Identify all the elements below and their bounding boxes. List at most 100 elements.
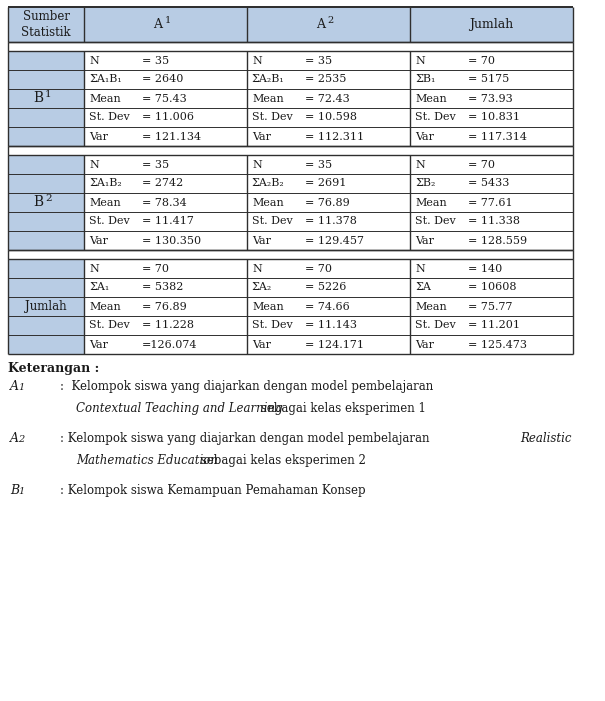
Bar — [410, 259, 573, 278]
Text: Mean: Mean — [415, 301, 446, 311]
Bar — [84, 212, 247, 231]
Text: Var: Var — [415, 236, 434, 245]
Text: St. Dev: St. Dev — [415, 112, 456, 123]
Text: 2: 2 — [45, 194, 51, 203]
Bar — [84, 89, 247, 108]
Bar — [247, 51, 410, 70]
Text: = 10.831: = 10.831 — [468, 112, 520, 123]
Bar — [247, 127, 410, 146]
Bar — [247, 193, 410, 212]
Text: = 72.43: = 72.43 — [305, 93, 350, 104]
Text: = 11.006: = 11.006 — [142, 112, 194, 123]
Text: = 112.311: = 112.311 — [305, 132, 364, 142]
Text: = 121.134: = 121.134 — [142, 132, 201, 142]
Text: Contextual Teaching and Learning: Contextual Teaching and Learning — [76, 402, 283, 415]
Text: Mean: Mean — [89, 301, 121, 311]
Text: St. Dev: St. Dev — [415, 217, 456, 226]
Text: = 78.34: = 78.34 — [142, 198, 187, 207]
Text: = 125.473: = 125.473 — [468, 339, 527, 350]
Text: St. Dev: St. Dev — [89, 112, 129, 123]
Bar — [8, 259, 84, 354]
Bar — [84, 70, 247, 89]
Text: = 130.350: = 130.350 — [142, 236, 201, 245]
Bar — [84, 316, 247, 335]
Text: 1: 1 — [45, 90, 51, 99]
Text: = 10608: = 10608 — [468, 283, 517, 292]
Text: N: N — [89, 160, 99, 170]
Text: = 2535: = 2535 — [305, 74, 347, 85]
Text: N: N — [415, 264, 425, 273]
Bar — [247, 231, 410, 250]
Bar — [410, 174, 573, 193]
Text: St. Dev: St. Dev — [252, 217, 293, 226]
Text: 2: 2 — [327, 16, 334, 25]
Bar — [410, 51, 573, 70]
Bar — [84, 51, 247, 70]
Text: = 75.43: = 75.43 — [142, 93, 187, 104]
Bar — [410, 127, 573, 146]
Text: A: A — [316, 18, 325, 31]
Text: = 2691: = 2691 — [305, 179, 347, 189]
Text: = 11.417: = 11.417 — [142, 217, 194, 226]
Text: 1: 1 — [165, 16, 171, 25]
Text: N: N — [252, 160, 262, 170]
Text: = 35: = 35 — [305, 160, 332, 170]
Text: = 35: = 35 — [305, 55, 332, 65]
Text: = 11.228: = 11.228 — [142, 320, 194, 330]
Bar — [247, 212, 410, 231]
Bar — [247, 335, 410, 354]
Text: = 2742: = 2742 — [142, 179, 183, 189]
Text: Var: Var — [89, 236, 108, 245]
Bar — [410, 7, 573, 42]
Text: A: A — [154, 18, 163, 31]
Text: = 140: = 140 — [468, 264, 502, 273]
Bar — [247, 316, 410, 335]
Text: Mathematics Education: Mathematics Education — [76, 454, 218, 467]
Bar — [84, 174, 247, 193]
Text: = 35: = 35 — [142, 160, 169, 170]
Text: B: B — [33, 92, 43, 105]
Text: Var: Var — [252, 132, 271, 142]
Text: Sumber
Statistik: Sumber Statistik — [21, 11, 71, 39]
Text: = 128.559: = 128.559 — [468, 236, 527, 245]
Text: ΣA₂B₂: ΣA₂B₂ — [252, 179, 285, 189]
Text: Var: Var — [252, 236, 271, 245]
Text: :  Kelompok siswa yang diajarkan dengan model pembelajaran: : Kelompok siswa yang diajarkan dengan m… — [60, 380, 433, 393]
Text: : Kelompok siswa Kemampuan Pemahaman Konsep: : Kelompok siswa Kemampuan Pemahaman Kon… — [60, 484, 365, 497]
Text: =126.074: =126.074 — [142, 339, 197, 350]
Text: = 5175: = 5175 — [468, 74, 509, 85]
Text: Var: Var — [89, 132, 108, 142]
Bar — [410, 316, 573, 335]
Text: N: N — [252, 55, 262, 65]
Bar — [410, 335, 573, 354]
Text: Mean: Mean — [415, 198, 446, 207]
Text: = 76.89: = 76.89 — [305, 198, 350, 207]
Bar — [247, 174, 410, 193]
Text: = 5226: = 5226 — [305, 283, 347, 292]
Bar — [410, 212, 573, 231]
Text: St. Dev: St. Dev — [89, 217, 129, 226]
Text: = 5382: = 5382 — [142, 283, 183, 292]
Bar — [410, 297, 573, 316]
Bar — [84, 155, 247, 174]
Text: St. Dev: St. Dev — [415, 320, 456, 330]
Bar — [247, 278, 410, 297]
Text: Var: Var — [415, 132, 434, 142]
Text: = 11.201: = 11.201 — [468, 320, 520, 330]
Bar — [247, 70, 410, 89]
Bar — [8, 250, 573, 259]
Text: B: B — [33, 196, 43, 210]
Bar — [84, 7, 247, 42]
Text: Mean: Mean — [252, 93, 284, 104]
Text: = 77.61: = 77.61 — [468, 198, 512, 207]
Text: 2: 2 — [18, 435, 24, 444]
Text: Mean: Mean — [415, 93, 446, 104]
Bar — [410, 108, 573, 127]
Text: St. Dev: St. Dev — [89, 320, 129, 330]
Bar — [84, 193, 247, 212]
Text: ΣA: ΣA — [415, 283, 431, 292]
Bar — [410, 89, 573, 108]
Text: B: B — [10, 484, 19, 497]
Text: ΣB₂: ΣB₂ — [415, 179, 436, 189]
Bar — [84, 231, 247, 250]
